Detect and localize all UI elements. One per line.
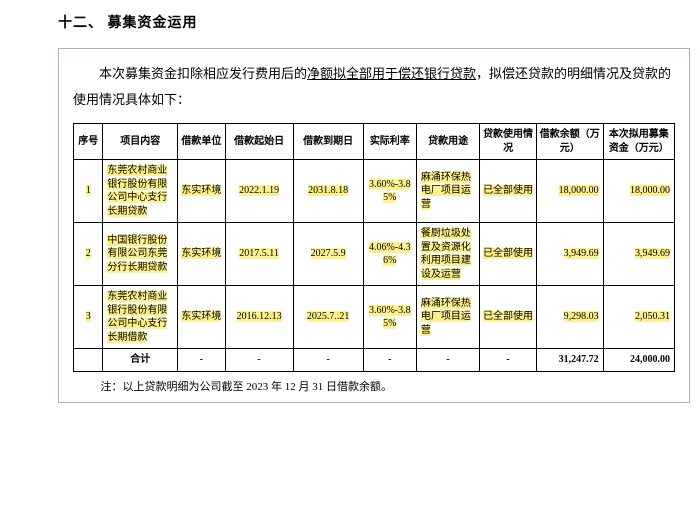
section-title: 十二、 募集资金运用 bbox=[58, 12, 690, 32]
start-value: 2017.5.11 bbox=[239, 248, 279, 259]
end-value: 2027.5.9 bbox=[311, 248, 346, 259]
th-status: 贷款使用情况 bbox=[480, 124, 537, 160]
status-value: 已全部使用 bbox=[483, 311, 533, 322]
th-fund: 本次拟用募集资金（万元） bbox=[603, 124, 674, 160]
cell-fund: 18,000.00 bbox=[603, 160, 674, 223]
table-row: 3 东莞农村商业银行股份有限公司中心支行长期借款 东实环境 2016.12.13… bbox=[74, 286, 675, 349]
table-total-row: 合计 - - - - - - 31,247.72 24,000.00 bbox=[74, 349, 675, 372]
total-dash: - bbox=[416, 349, 479, 372]
seq-value: 2 bbox=[86, 248, 91, 259]
total-dash: - bbox=[480, 349, 537, 372]
fund-value: 3,949.69 bbox=[635, 248, 670, 259]
th-item: 项目内容 bbox=[103, 124, 178, 160]
cell-fund: 3,949.69 bbox=[603, 223, 674, 286]
fund-value: 2,050.31 bbox=[635, 311, 670, 322]
cell-start: 2016.12.13 bbox=[225, 286, 293, 349]
cell-unit: 东实环境 bbox=[178, 160, 226, 223]
total-dash: - bbox=[363, 349, 416, 372]
status-value: 已全部使用 bbox=[483, 248, 533, 259]
cell-item: 中国银行股份有限公司东莞分行长期贷款 bbox=[103, 223, 178, 286]
total-label: 合计 bbox=[103, 349, 178, 372]
th-use: 贷款用途 bbox=[416, 124, 479, 160]
total-dash: - bbox=[225, 349, 293, 372]
cell-rate: 3.60%-3.85% bbox=[363, 160, 416, 223]
cell-seq: 2 bbox=[74, 223, 103, 286]
seq-value: 1 bbox=[86, 185, 91, 196]
cell-item: 东莞农村商业银行股份有限公司中心支行长期贷款 bbox=[103, 160, 178, 223]
cell-unit: 东实环境 bbox=[178, 223, 226, 286]
rate-value: 4.06%-4.36% bbox=[369, 242, 411, 267]
cell-status: 已全部使用 bbox=[480, 160, 537, 223]
th-start: 借款起始日 bbox=[225, 124, 293, 160]
table-row: 2 中国银行股份有限公司东莞分行长期贷款 东实环境 2017.5.11 2027… bbox=[74, 223, 675, 286]
fund-value: 18,000.00 bbox=[630, 185, 670, 196]
cell-status: 已全部使用 bbox=[480, 223, 537, 286]
intro-paragraph: 本次募集资金扣除相应发行费用后的净额拟全部用于偿还银行贷款，拟偿还贷款的明细情况… bbox=[73, 61, 675, 113]
cell-start: 2022.1.19 bbox=[225, 160, 293, 223]
th-unit: 借款单位 bbox=[178, 124, 226, 160]
cell-rate: 3.60%-3.85% bbox=[363, 286, 416, 349]
th-balance: 借款余额（万元） bbox=[536, 124, 603, 160]
use-value: 麻涌环保热电厂项目运营 bbox=[421, 172, 471, 210]
total-fund: 24,000.00 bbox=[603, 349, 674, 372]
cell-rate: 4.06%-4.36% bbox=[363, 223, 416, 286]
cell-balance: 3,949.69 bbox=[536, 223, 603, 286]
intro-highlight: 净额拟全部用于偿还银行贷款 bbox=[307, 66, 476, 81]
table-header-row: 序号 项目内容 借款单位 借款起始日 借款到期日 实际利率 贷款用途 贷款使用情… bbox=[74, 124, 675, 160]
unit-value: 东实环境 bbox=[181, 185, 221, 196]
total-dash: - bbox=[178, 349, 226, 372]
cell-fund: 2,050.31 bbox=[603, 286, 674, 349]
cell-start: 2017.5.11 bbox=[225, 223, 293, 286]
balance-value: 18,000.00 bbox=[559, 185, 599, 196]
cell-end: 2031.8.18 bbox=[293, 160, 363, 223]
cell-balance: 9,298.03 bbox=[536, 286, 603, 349]
cell-seq: 3 bbox=[74, 286, 103, 349]
footnote: 注：以上贷款明细为公司截至 2023 年 12 月 31 日借款余额。 bbox=[73, 378, 675, 394]
cell-status: 已全部使用 bbox=[480, 286, 537, 349]
use-value: 餐厨垃圾处置及资源化利用项目建设及运营 bbox=[421, 228, 471, 280]
total-dash: - bbox=[293, 349, 363, 372]
end-value: 2025.7..21 bbox=[307, 311, 350, 322]
item-value: 东莞农村商业银行股份有限公司中心支行长期贷款 bbox=[107, 165, 167, 217]
seq-value: 3 bbox=[86, 311, 91, 322]
cell-balance: 18,000.00 bbox=[536, 160, 603, 223]
content-box: 本次募集资金扣除相应发行费用后的净额拟全部用于偿还银行贷款，拟偿还贷款的明细情况… bbox=[58, 48, 690, 403]
cell-end: 2025.7..21 bbox=[293, 286, 363, 349]
start-value: 2016.12.13 bbox=[237, 311, 282, 322]
th-seq: 序号 bbox=[74, 124, 103, 160]
use-value: 麻涌环保热电厂项目运营 bbox=[421, 298, 471, 336]
table-body: 1 东莞农村商业银行股份有限公司中心支行长期贷款 东实环境 2022.1.19 … bbox=[74, 160, 675, 372]
item-value: 东莞农村商业银行股份有限公司中心支行长期借款 bbox=[107, 291, 167, 343]
cell-use: 麻涌环保热电厂项目运营 bbox=[416, 160, 479, 223]
status-value: 已全部使用 bbox=[483, 185, 533, 196]
intro-text-before: 本次募集资金扣除相应发行费用后的 bbox=[99, 66, 307, 81]
cell-unit: 东实环境 bbox=[178, 286, 226, 349]
unit-value: 东实环境 bbox=[181, 248, 221, 259]
end-value: 2031.8.18 bbox=[308, 185, 348, 196]
balance-value: 9,298.03 bbox=[564, 311, 599, 322]
total-seq bbox=[74, 349, 103, 372]
th-end: 借款到期日 bbox=[293, 124, 363, 160]
cell-use: 麻涌环保热电厂项目运营 bbox=[416, 286, 479, 349]
item-value: 中国银行股份有限公司东莞分行长期贷款 bbox=[107, 235, 167, 273]
th-rate: 实际利率 bbox=[363, 124, 416, 160]
cell-seq: 1 bbox=[74, 160, 103, 223]
table-row: 1 东莞农村商业银行股份有限公司中心支行长期贷款 东实环境 2022.1.19 … bbox=[74, 160, 675, 223]
total-balance: 31,247.72 bbox=[536, 349, 603, 372]
cell-end: 2027.5.9 bbox=[293, 223, 363, 286]
balance-value: 3,949.69 bbox=[564, 248, 599, 259]
loan-table: 序号 项目内容 借款单位 借款起始日 借款到期日 实际利率 贷款用途 贷款使用情… bbox=[73, 123, 675, 372]
unit-value: 东实环境 bbox=[181, 311, 221, 322]
rate-value: 3.60%-3.85% bbox=[369, 305, 411, 330]
start-value: 2022.1.19 bbox=[239, 185, 279, 196]
cell-item: 东莞农村商业银行股份有限公司中心支行长期借款 bbox=[103, 286, 178, 349]
rate-value: 3.60%-3.85% bbox=[369, 179, 411, 204]
cell-use: 餐厨垃圾处置及资源化利用项目建设及运营 bbox=[416, 223, 479, 286]
